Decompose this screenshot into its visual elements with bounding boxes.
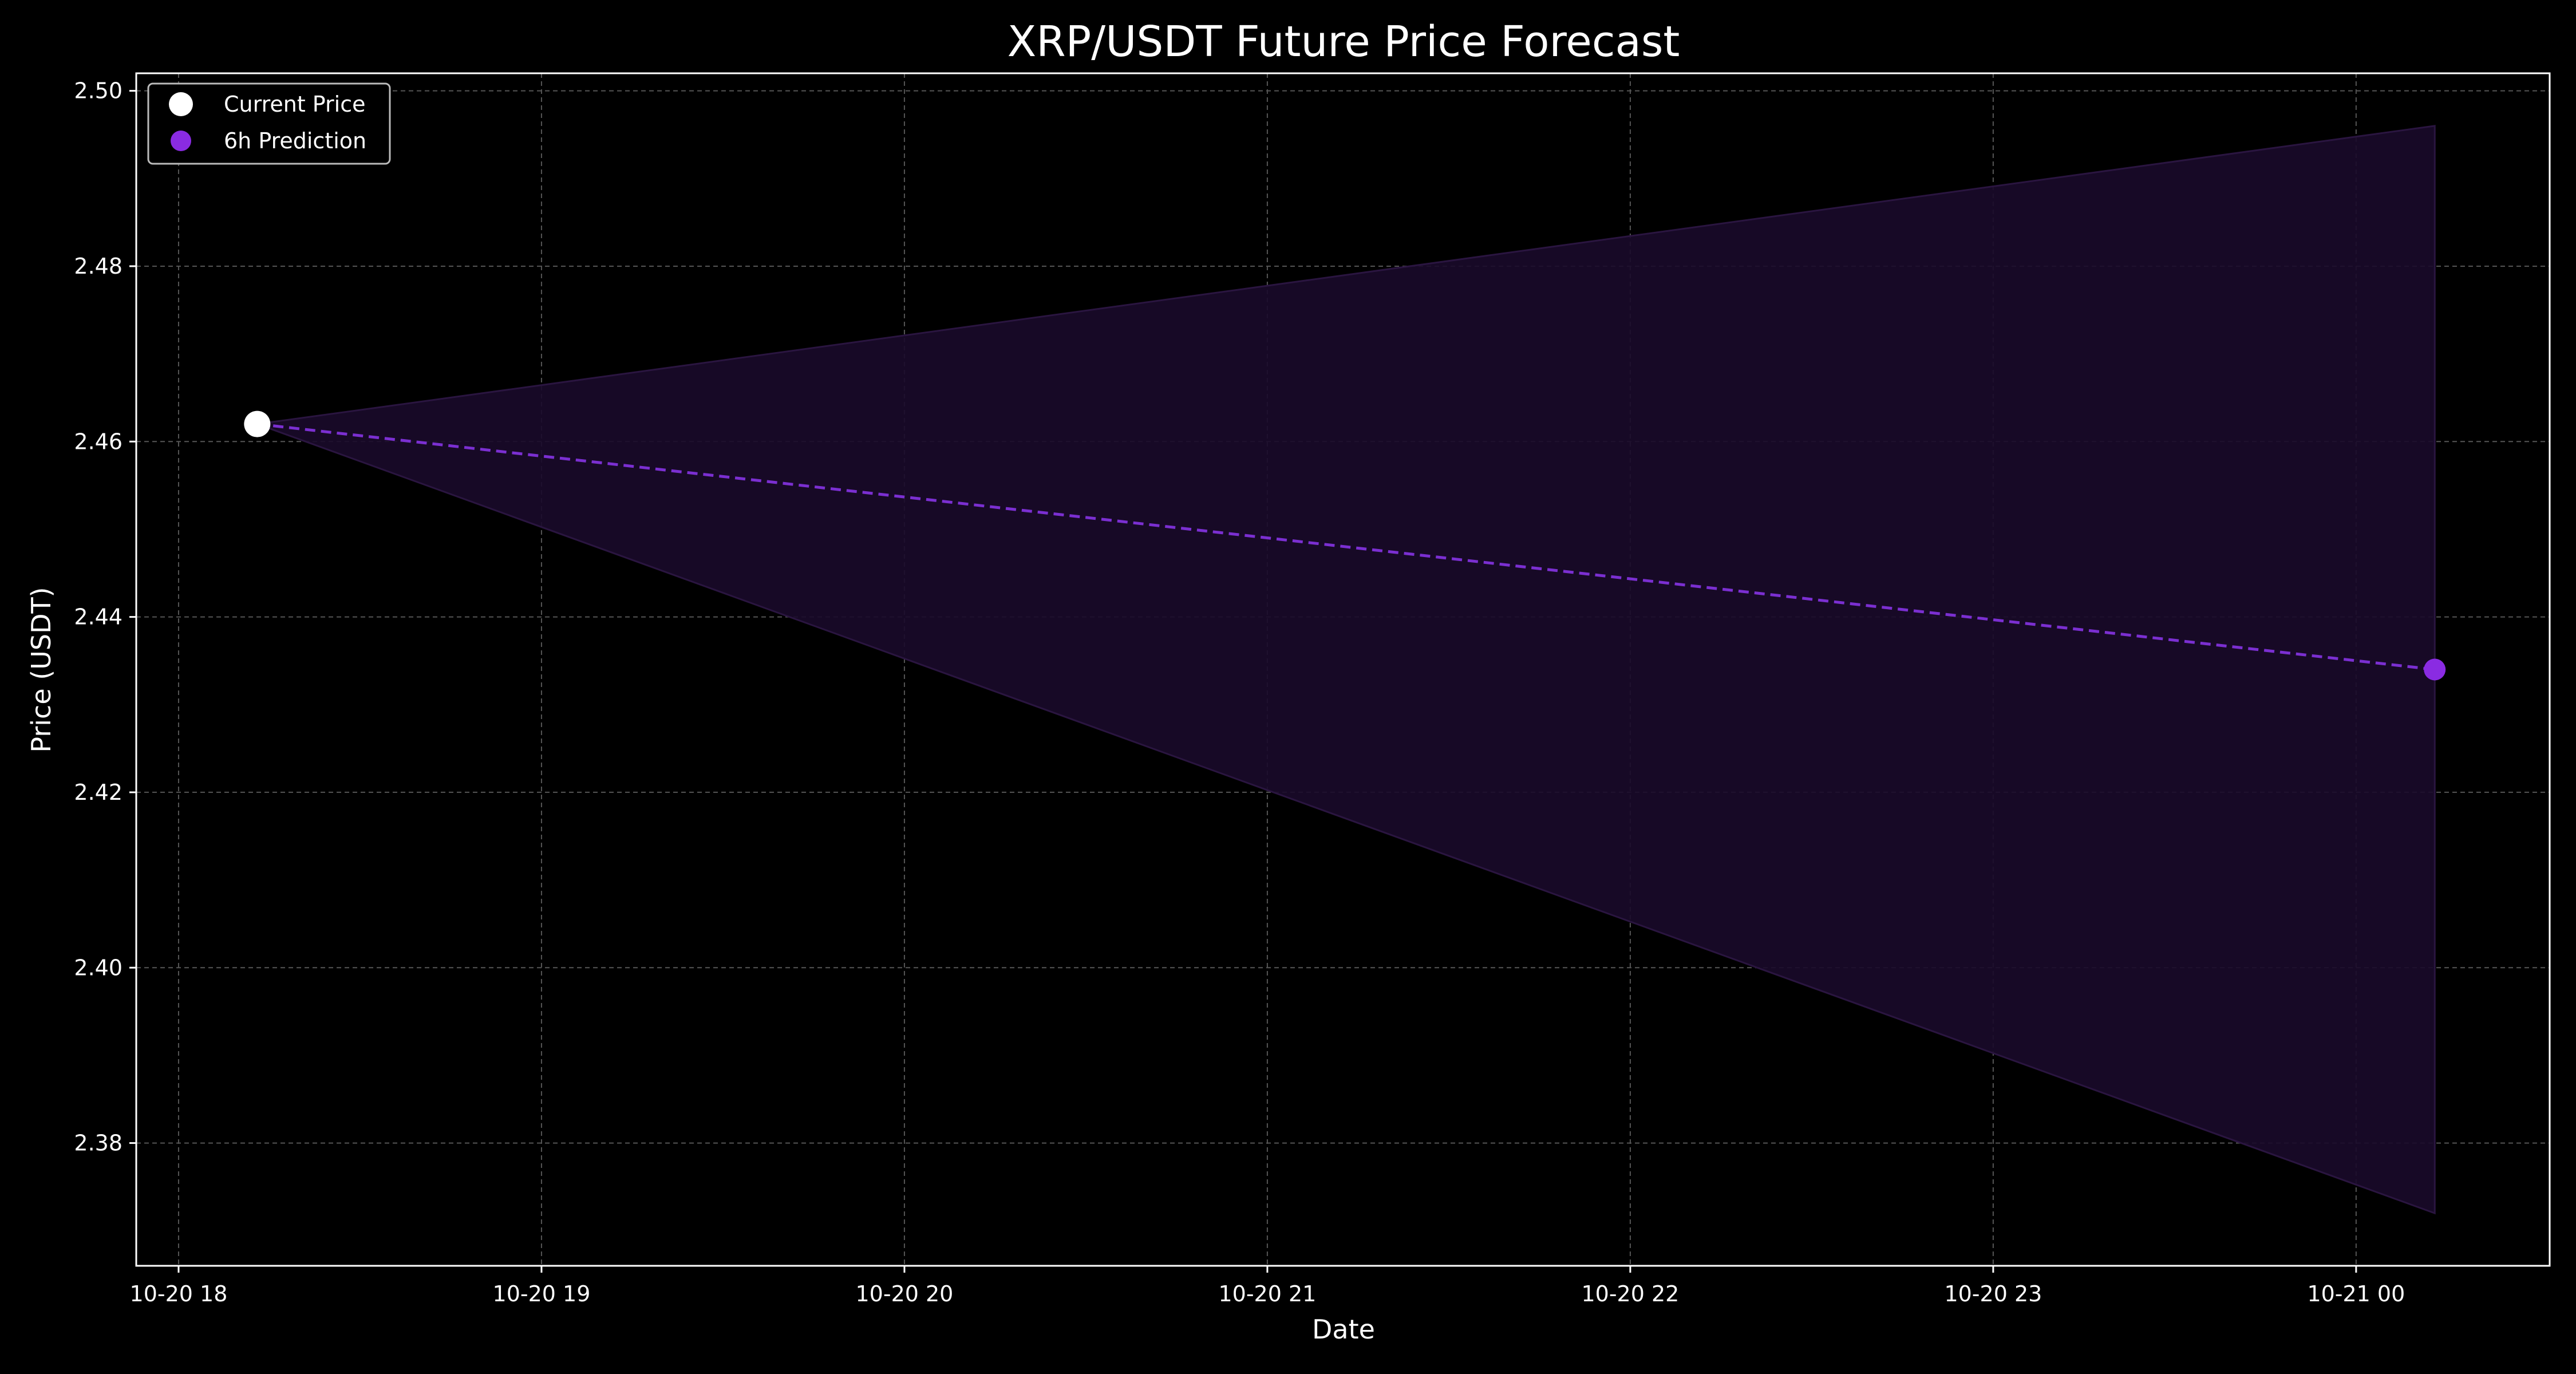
x-tick-label: 10-20 18 xyxy=(130,1281,228,1306)
y-tick-label: 2.42 xyxy=(74,780,123,805)
y-tick-label: 2.48 xyxy=(74,254,123,279)
chart-title: XRP/USDT Future Price Forecast xyxy=(1008,17,1680,66)
y-tick-label: 2.44 xyxy=(74,605,123,630)
plot-frame xyxy=(135,72,2551,1267)
x-tick-label: 10-20 23 xyxy=(1944,1281,2042,1306)
legend-marker-6h-prediction xyxy=(171,131,191,151)
x-tick-label: 10-20 22 xyxy=(1581,1281,1679,1306)
current-price-point xyxy=(244,410,271,437)
6h-prediction-point xyxy=(2424,658,2446,681)
legend-marker-current-price xyxy=(169,92,193,116)
y-tick-label: 2.40 xyxy=(74,955,123,980)
x-tick-label: 10-20 21 xyxy=(1218,1281,1316,1306)
forecast-dashed-line xyxy=(257,423,2435,671)
x-tick-label: 10-20 19 xyxy=(493,1281,591,1306)
y-tick-label: 2.46 xyxy=(74,429,123,454)
y-tick-label: 2.38 xyxy=(74,1131,123,1156)
y-tick-label: 2.50 xyxy=(74,78,123,104)
legend: Current Price 6h Prediction xyxy=(147,82,391,165)
legend-box xyxy=(147,82,391,165)
y-axis: 2.38 2.40 2.42 2.44 2.46 2.48 2.50 xyxy=(74,78,136,1156)
y-axis-label: Price (USDT) xyxy=(26,587,57,752)
series-layer xyxy=(244,410,2446,681)
x-tick-label: 10-20 20 xyxy=(856,1281,954,1306)
legend-label-current-price: Current Price xyxy=(224,92,366,117)
x-tick-label: 10-21 00 xyxy=(2307,1281,2405,1306)
x-axis: 10-20 18 10-20 19 10-20 20 10-20 21 10-20 22… xyxy=(130,1266,2405,1306)
legend-label-6h-prediction: 6h Prediction xyxy=(224,128,366,153)
x-axis-label: Date xyxy=(1312,1314,1375,1345)
